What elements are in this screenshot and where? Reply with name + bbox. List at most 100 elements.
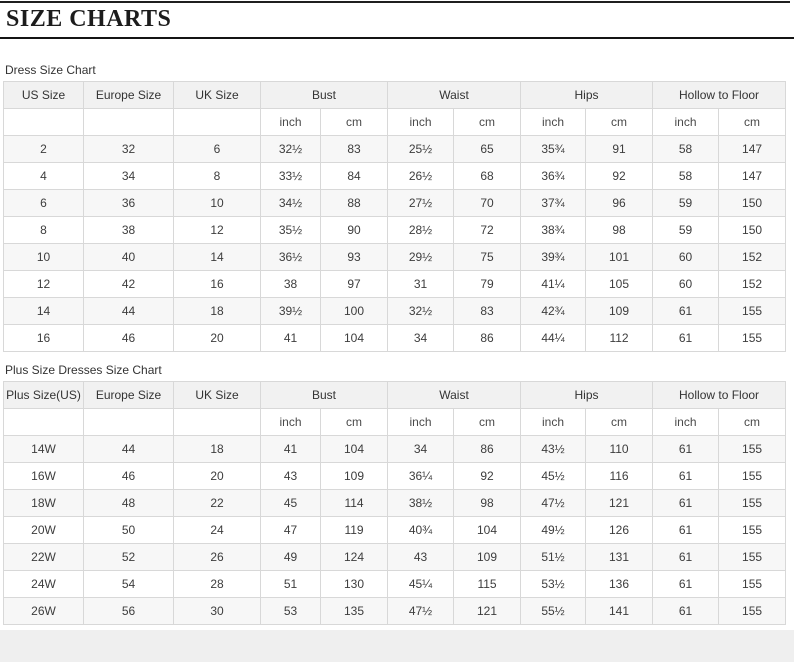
cell: 34 xyxy=(387,324,455,352)
cell: 93 xyxy=(319,243,389,271)
cell: 30 xyxy=(173,597,261,625)
cell: 105 xyxy=(585,270,654,298)
cell: 61 xyxy=(652,462,720,490)
column-header-uk-size: UK Size xyxy=(173,381,261,409)
cell: 6 xyxy=(3,189,84,217)
footer-strip xyxy=(0,630,794,662)
column-header-bust: Bust xyxy=(259,381,389,409)
cell: 150 xyxy=(718,189,787,217)
unit-header: cm xyxy=(585,108,654,136)
unit-header: inch xyxy=(260,108,321,136)
cell: 42 xyxy=(83,270,174,298)
cell: 35½ xyxy=(260,216,321,244)
column-header-us-size: US Size xyxy=(3,81,84,109)
cell: 44¼ xyxy=(520,324,587,352)
cell: 51½ xyxy=(520,543,587,571)
cell: 86 xyxy=(453,435,522,463)
table-row: 20W 50 24 47 119 40¾ 104 49½ 126 61 155 xyxy=(3,516,787,544)
cell: 26 xyxy=(173,543,261,571)
cell: 141 xyxy=(585,597,654,625)
cell: 59 xyxy=(652,189,720,217)
cell: 130 xyxy=(319,570,389,598)
cell: 45¼ xyxy=(387,570,455,598)
column-header-hips: Hips xyxy=(520,381,654,409)
cell: 155 xyxy=(718,324,787,352)
cell: 83 xyxy=(453,297,522,325)
cell: 147 xyxy=(718,162,787,190)
cell: 109 xyxy=(319,462,389,490)
unit-header: inch xyxy=(520,408,587,436)
cell: 18 xyxy=(173,435,261,463)
cell: 36¾ xyxy=(520,162,587,190)
cell: 12 xyxy=(173,216,261,244)
cell: 49½ xyxy=(520,516,587,544)
empty-cell xyxy=(3,408,84,436)
cell: 14W xyxy=(3,435,84,463)
empty-cell xyxy=(83,408,174,436)
cell: 104 xyxy=(319,324,389,352)
cell: 41 xyxy=(260,324,321,352)
cell: 101 xyxy=(585,243,654,271)
empty-cell xyxy=(173,408,261,436)
cell: 46 xyxy=(83,462,174,490)
cell: 34 xyxy=(83,162,174,190)
cell: 68 xyxy=(453,162,522,190)
table-row: 4 34 8 33½ 84 26½ 68 36¾ 92 58 147 xyxy=(3,162,787,190)
cell: 20W xyxy=(3,516,84,544)
cell: 60 xyxy=(652,243,720,271)
cell: 72 xyxy=(453,216,522,244)
cell: 135 xyxy=(319,597,389,625)
plus-table-unit-row: inch cm inch cm inch cm inch cm xyxy=(3,408,787,436)
unit-header: inch xyxy=(520,108,587,136)
cell: 70 xyxy=(453,189,522,217)
cell: 14 xyxy=(3,297,84,325)
cell: 35¾ xyxy=(520,135,587,163)
cell: 90 xyxy=(319,216,389,244)
cell: 97 xyxy=(319,270,389,298)
cell: 98 xyxy=(453,489,522,517)
cell: 61 xyxy=(652,297,720,325)
cell: 65 xyxy=(453,135,522,163)
cell: 33½ xyxy=(260,162,321,190)
unit-header: inch xyxy=(387,108,455,136)
table-row: 2 32 6 32½ 83 25½ 65 35¾ 91 58 147 xyxy=(3,135,787,163)
unit-header: cm xyxy=(718,408,787,436)
cell: 16 xyxy=(3,324,84,352)
cell: 150 xyxy=(718,216,787,244)
cell: 8 xyxy=(3,216,84,244)
cell: 34 xyxy=(387,435,455,463)
top-rule xyxy=(0,1,790,3)
cell: 18W xyxy=(3,489,84,517)
cell: 48 xyxy=(83,489,174,517)
cell: 55½ xyxy=(520,597,587,625)
cell: 14 xyxy=(173,243,261,271)
cell: 53½ xyxy=(520,570,587,598)
cell: 115 xyxy=(453,570,522,598)
cell: 34½ xyxy=(260,189,321,217)
cell: 152 xyxy=(718,270,787,298)
unit-header: inch xyxy=(652,108,720,136)
cell: 18 xyxy=(173,297,261,325)
cell: 109 xyxy=(585,297,654,325)
dress-size-chart-table: US Size Europe Size UK Size Bust Waist H… xyxy=(3,81,787,352)
table-row: 16 46 20 41 104 34 86 44¼ 112 61 155 xyxy=(3,324,787,352)
cell: 12 xyxy=(3,270,84,298)
cell: 51 xyxy=(260,570,321,598)
cell: 40¾ xyxy=(387,516,455,544)
cell: 16 xyxy=(173,270,261,298)
cell: 92 xyxy=(453,462,522,490)
cell: 109 xyxy=(453,543,522,571)
cell: 2 xyxy=(3,135,84,163)
column-header-europe-size: Europe Size xyxy=(83,381,174,409)
cell: 36¼ xyxy=(387,462,455,490)
plus-table-header-row: Plus Size(US) Europe Size UK Size Bust W… xyxy=(3,381,787,409)
cell: 42¾ xyxy=(520,297,587,325)
unit-header: cm xyxy=(585,408,654,436)
cell: 58 xyxy=(652,162,720,190)
table-row: 14W 44 18 41 104 34 86 43½ 110 61 155 xyxy=(3,435,787,463)
dress-size-chart-label: Dress Size Chart xyxy=(5,63,96,77)
cell: 32½ xyxy=(260,135,321,163)
cell: 121 xyxy=(585,489,654,517)
cell: 10 xyxy=(3,243,84,271)
